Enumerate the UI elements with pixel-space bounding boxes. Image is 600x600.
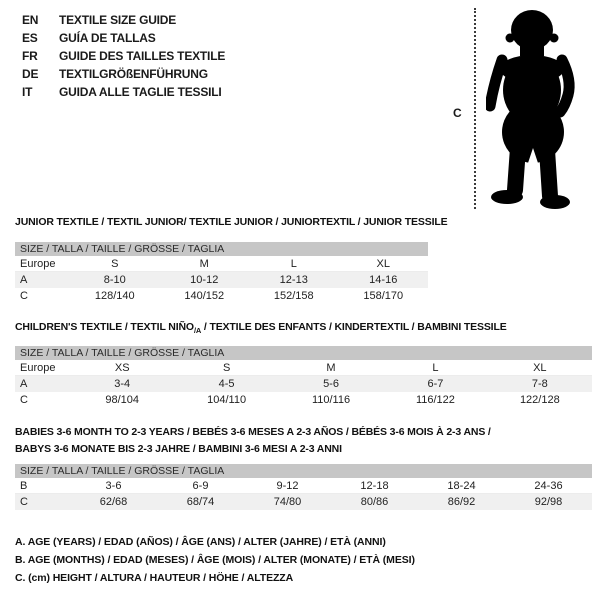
size-cell: M — [199, 257, 209, 270]
size-header-bar: SIZE / TALLA / TAILLE / GRÖSSE / TAGLIA — [15, 464, 592, 478]
heading-text: CHILDREN'S TEXTILE / TEXTIL NIÑO — [15, 321, 194, 333]
language-row: EN TEXTILE SIZE GUIDE — [22, 11, 225, 29]
section-heading-babies: BABIES 3-6 MONTH TO 2-3 YEARS / BEBÉS 3-… — [15, 424, 491, 458]
row-label: C — [20, 496, 28, 508]
language-title: TEXTILGRÖßENFÜHRUNG — [59, 67, 208, 81]
height-cell: 158/170 — [363, 290, 404, 302]
legend-line-a: A. AGE (YEARS) / EDAD (AÑOS) / ÂGE (ANS)… — [15, 536, 386, 548]
row-label: Europe — [20, 257, 56, 270]
heading-subscript: /A — [193, 326, 202, 336]
legend-line-b: B. AGE (MONTHS) / EDAD (MESES) / ÂGE (MO… — [15, 554, 415, 566]
size-header-bar: SIZE / TALLA / TAILLE / GRÖSSE / TAGLIA — [15, 346, 592, 360]
language-title: GUIDA ALLE TAGLIE TESSILI — [59, 85, 222, 99]
section-heading-junior: JUNIOR TEXTILE / TEXTIL JUNIOR/ TEXTILE … — [15, 216, 448, 228]
age-cell: 10-12 — [190, 274, 219, 286]
row-label: C — [20, 394, 28, 406]
language-row: DE TEXTILGRÖßENFÜHRUNG — [22, 65, 225, 83]
height-cell: 110/116 — [311, 394, 351, 406]
size-cell: M — [326, 361, 336, 374]
language-title-block: EN TEXTILE SIZE GUIDE ES GUÍA DE TALLAS … — [22, 11, 225, 101]
language-code: EN — [22, 13, 39, 27]
section-heading-children: CHILDREN'S TEXTILE / TEXTIL NIÑO/A / TEX… — [15, 321, 507, 335]
age-cell: 12-13 — [279, 274, 308, 286]
language-row: ES GUÍA DE TALLAS — [22, 29, 225, 47]
age-cell: 5-6 — [323, 378, 339, 390]
heading-line-2: BABYS 3-6 MONATE BIS 2-3 JAHRE / BAMBINI… — [15, 443, 342, 455]
language-row: FR GUIDE DES TAILLES TEXTILE — [22, 47, 225, 65]
height-cell: 98/104 — [105, 394, 140, 406]
table-row: B 3-6 6-9 9-12 12-18 18-24 24-36 — [15, 478, 592, 494]
size-cell: XL — [533, 361, 547, 374]
toddler-silhouette-icon — [486, 10, 575, 209]
size-cell: S — [222, 361, 231, 374]
height-marker-label: C — [453, 106, 462, 120]
age-cell: 24-36 — [534, 479, 563, 492]
size-cell: XS — [114, 361, 130, 374]
height-cell: 140/152 — [184, 290, 225, 302]
table-row: Europe XS S M L XL — [15, 360, 592, 376]
heading-line-1: BABIES 3-6 MONTH TO 2-3 YEARS / BEBÉS 3-… — [15, 426, 491, 438]
age-cell: 4-5 — [218, 378, 235, 390]
language-title: GUÍA DE TALLAS — [59, 31, 156, 45]
language-title: TEXTILE SIZE GUIDE — [59, 13, 177, 27]
language-title: GUIDE DES TAILLES TEXTILE — [59, 49, 226, 63]
size-header-bar: SIZE / TALLA / TAILLE / GRÖSSE / TAGLIA — [15, 242, 428, 256]
age-cell: 18-24 — [447, 479, 476, 492]
row-label: C — [20, 290, 28, 302]
row-label: A — [20, 274, 28, 286]
row-label: Europe — [20, 361, 56, 374]
size-cell: XL — [376, 257, 390, 270]
age-cell: 14-16 — [369, 274, 398, 286]
table-row: A 8-10 10-12 12-13 14-16 — [15, 272, 428, 288]
height-cell: 80/86 — [360, 496, 389, 508]
language-code: DE — [22, 67, 39, 81]
age-cell: 7-8 — [531, 378, 548, 390]
table-row: C 98/104 104/110 110/116 116/122 122/128 — [15, 392, 592, 408]
height-cell: 62/68 — [99, 496, 128, 508]
language-code: IT — [22, 85, 33, 99]
table-row: A 3-4 4-5 5-6 6-7 7-8 — [15, 376, 592, 392]
age-cell: 6-9 — [192, 479, 209, 492]
table-row: Europe S M L XL — [15, 256, 428, 272]
age-cell: 12-18 — [360, 479, 389, 492]
height-cell: 92/98 — [534, 496, 563, 508]
size-table-children: SIZE / TALLA / TAILLE / GRÖSSE / TAGLIA … — [15, 346, 592, 408]
language-code: FR — [22, 49, 38, 63]
height-cell: 116/122 — [415, 394, 455, 406]
height-cell: 128/140 — [94, 290, 135, 302]
size-cell: L — [290, 257, 297, 270]
size-table-junior: SIZE / TALLA / TAILLE / GRÖSSE / TAGLIA … — [15, 242, 428, 304]
size-cell: S — [111, 257, 119, 270]
table-row: C 128/140 140/152 152/158 158/170 — [15, 288, 428, 304]
row-label: A — [20, 378, 28, 390]
language-row: IT GUIDA ALLE TAGLIE TESSILI — [22, 83, 225, 101]
size-table-babies: SIZE / TALLA / TAILLE / GRÖSSE / TAGLIA … — [15, 464, 592, 510]
language-code: ES — [22, 31, 38, 45]
heading-text: / TEXTILE DES ENFANTS / KINDERTEXTIL / B… — [201, 321, 507, 333]
height-cell: 104/110 — [207, 394, 247, 406]
age-cell: 3-4 — [114, 378, 131, 390]
legend-block: A. AGE (YEARS) / EDAD (AÑOS) / ÂGE (ANS)… — [15, 533, 415, 587]
height-cell: 86/92 — [447, 496, 476, 508]
height-cell: 122/128 — [519, 394, 560, 406]
table-row: C 62/68 68/74 74/80 80/86 86/92 92/98 — [15, 494, 592, 510]
age-cell: 9-12 — [276, 479, 299, 492]
row-label: B — [20, 479, 28, 492]
size-cell: L — [432, 361, 439, 374]
legend-line-c: C. (cm) HEIGHT / ALTURA / HAUTEUR / HÖHE… — [15, 572, 294, 584]
age-cell: 8-10 — [103, 274, 126, 286]
age-cell: 3-6 — [105, 479, 122, 492]
height-marker-line — [474, 8, 476, 209]
height-cell: 68/74 — [186, 496, 215, 508]
age-cell: 6-7 — [427, 378, 444, 390]
height-cell: 74/80 — [273, 496, 302, 508]
height-cell: 152/158 — [273, 290, 314, 302]
